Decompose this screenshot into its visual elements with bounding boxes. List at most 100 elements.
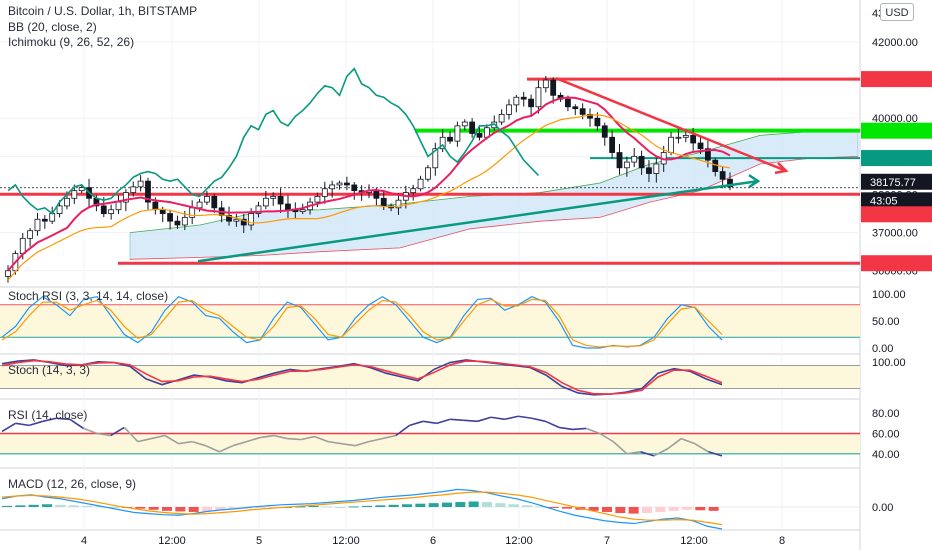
macd-histogram-bar: [135, 507, 146, 509]
time-tick-label: 4: [81, 535, 87, 547]
stoch-rsi-band: [0, 304, 860, 338]
rsi-line-segment: [164, 434, 180, 445]
macd-histogram-bar: [668, 507, 679, 511]
rsi-line-segment: [219, 444, 234, 453]
candle-body: [27, 230, 34, 239]
candle-body: [19, 237, 26, 254]
rsi-tick: 80.00: [872, 408, 900, 420]
macd-histogram-bar: [522, 505, 532, 507]
candle-body: [410, 188, 417, 193]
grid-layer: [0, 0, 861, 550]
symbol-title[interactable]: Bitcoin / U.S. Dollar, 1h, BITSTAMP: [8, 4, 198, 18]
rsi-line-segment: [653, 448, 669, 457]
candle-body: [240, 218, 247, 226]
macd-histogram-bar: [215, 507, 226, 511]
candle-body: [262, 197, 269, 207]
candle-body: [380, 197, 387, 207]
candle-body: [454, 125, 461, 142]
candle-body: [115, 201, 122, 211]
candle-body: [395, 199, 402, 209]
candle-body: [78, 187, 85, 192]
candle-body: [122, 192, 129, 203]
candle-body: [211, 195, 218, 209]
price-label-bg: [861, 150, 932, 167]
candle-body: [233, 218, 240, 222]
rsi-line-segment: [137, 437, 152, 443]
candle-body: [248, 213, 255, 226]
candle-body: [653, 163, 660, 174]
currency-button[interactable]: USD: [880, 3, 914, 21]
macd-histogram-bar: [388, 504, 399, 507]
rsi-line-segment: [382, 434, 397, 440]
macd-signal-line: [1, 491, 723, 526]
macd-histogram-bar: [468, 501, 479, 507]
candle-body: [542, 79, 549, 89]
price-tick-label: 40000.00: [872, 113, 918, 125]
candle-body: [425, 167, 431, 180]
rsi-line-segment: [341, 442, 356, 447]
macd-histogram-bar: [162, 507, 172, 511]
rsi-line-segment: [612, 441, 628, 455]
candle-body: [5, 270, 11, 277]
macd-histogram-bar: [202, 507, 212, 512]
bollinger-basis-line: [7, 96, 731, 272]
candle-body: [520, 96, 527, 100]
ichimoku-kijun-line: [7, 114, 731, 281]
candle-body: [343, 182, 350, 186]
macd-histogram-bar: [655, 507, 666, 512]
macd-histogram-bar: [335, 507, 346, 508]
rsi-line-segment: [178, 440, 193, 445]
candle-body: [145, 180, 151, 203]
candle-body: [528, 98, 534, 108]
candle-body: [41, 218, 48, 222]
rsi-line-segment: [287, 437, 301, 441]
rsi-line-segment: [490, 416, 505, 421]
price-label-text: 39673.00: [870, 126, 916, 138]
price-label-bg: [861, 192, 932, 209]
candle-body: [314, 195, 321, 203]
rsi-line-segment: [531, 417, 546, 423]
stoch-title[interactable]: Stoch (14, 3, 3): [8, 363, 91, 377]
candle-body: [49, 213, 56, 222]
macd-histogram-bar: [602, 507, 612, 512]
macd-histogram-bar: [428, 503, 439, 507]
candle-body: [351, 184, 358, 192]
time-tick-label: 5: [256, 535, 262, 547]
macd-histogram-bar: [588, 507, 599, 511]
candle-body: [336, 182, 343, 186]
macd-histogram-bar: [2, 505, 12, 507]
macd-histogram-bar: [82, 505, 92, 507]
macd-title[interactable]: MACD (12, 26, close, 9): [8, 477, 137, 491]
price-label-text: 38005.00: [870, 209, 916, 221]
candle-body: [461, 121, 468, 127]
macd-histogram-bar: [228, 507, 239, 510]
rsi-line-segment: [680, 437, 696, 445]
rsi-line-segment: [450, 418, 464, 422]
time-tick-label: 12:00: [158, 535, 186, 547]
time-tick-label: 8: [779, 535, 785, 547]
candle-body: [498, 114, 505, 123]
price-pane[interactable]: [0, 67, 860, 283]
candle-body: [535, 87, 542, 108]
stoch-tick: 100.00: [872, 357, 906, 369]
rsi-title[interactable]: RSI (14, close): [8, 408, 88, 422]
candle-body: [174, 220, 181, 226]
rsi-line-segment: [463, 419, 478, 423]
macd-histogram-bar: [255, 507, 266, 509]
stoch-band: [0, 365, 860, 389]
macd-histogram-bar: [642, 507, 652, 514]
candle-body: [646, 167, 652, 174]
candle-body: [682, 134, 689, 138]
macd-histogram-bar: [308, 505, 319, 507]
stoch-rsi-title[interactable]: Stoch RSI (3, 3, 14, 14, close): [8, 289, 169, 303]
candle-body: [631, 155, 638, 163]
candle-body: [100, 205, 107, 214]
candle-body: [616, 152, 623, 169]
rsi-tick: 60.00: [872, 429, 900, 441]
rsi-line-segment: [545, 420, 560, 429]
bb-indicator-label[interactable]: BB (20, close, 2): [8, 20, 97, 34]
ichimoku-indicator-label[interactable]: Ichimoku (9, 26, 52, 26): [8, 35, 135, 49]
candle-body: [299, 209, 306, 213]
price-label-text: 38175.77: [870, 177, 916, 189]
candle-body: [270, 195, 277, 199]
